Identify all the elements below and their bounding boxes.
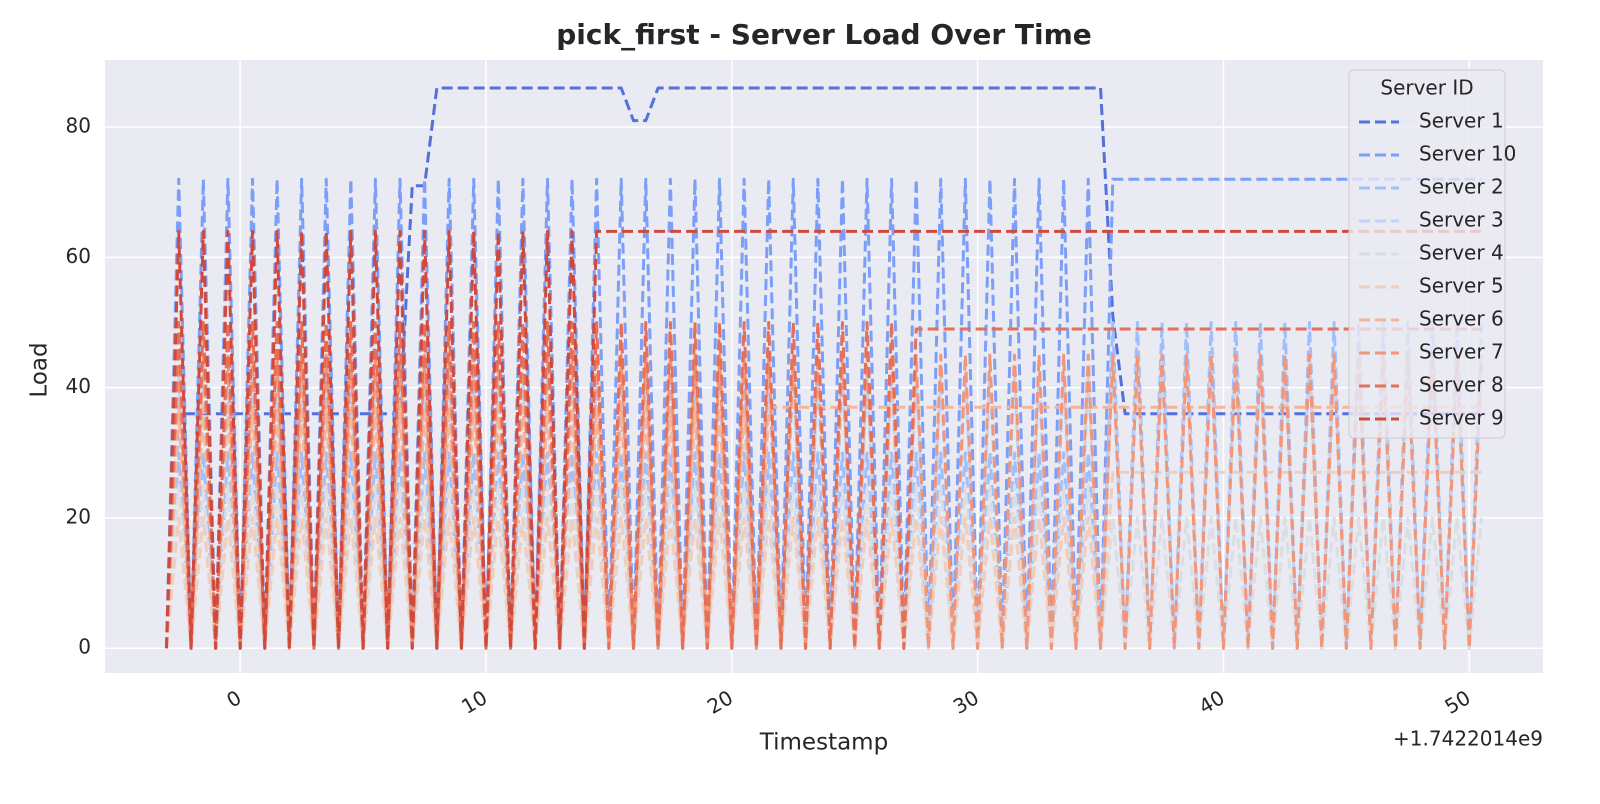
x-tick-label: 50 xyxy=(1440,685,1474,719)
y-tick-label: 40 xyxy=(66,374,91,398)
legend-label: Server 5 xyxy=(1419,274,1504,298)
y-tick-label: 20 xyxy=(66,504,91,528)
legend-label: Server 8 xyxy=(1419,373,1504,397)
legend-label: Server 7 xyxy=(1419,340,1504,364)
x-tick-label: 0 xyxy=(222,685,245,712)
legend-label: Server 2 xyxy=(1419,175,1504,199)
legend-title: Server ID xyxy=(1380,76,1473,100)
y-tick-label: 80 xyxy=(66,114,91,138)
series-line xyxy=(164,177,1482,650)
series-line xyxy=(164,229,1482,650)
legend-box xyxy=(1348,69,1506,439)
x-tick-label: 30 xyxy=(949,685,983,719)
x-axis-label: Timestamp xyxy=(759,730,888,756)
y-tick-label: 60 xyxy=(66,244,91,268)
series-line xyxy=(164,321,1482,650)
legend-label: Server 9 xyxy=(1419,406,1504,430)
series-line xyxy=(164,470,1482,650)
series-line xyxy=(164,86,1482,649)
legend-label: Server 3 xyxy=(1419,208,1504,232)
legend-label: Server 4 xyxy=(1419,241,1504,265)
x-tick-label: 40 xyxy=(1195,685,1229,719)
y-tick-label: 0 xyxy=(78,635,91,659)
x-tick-label: 10 xyxy=(457,685,491,719)
legend-label: Server 6 xyxy=(1419,307,1504,331)
x-tick-label: 20 xyxy=(703,685,737,719)
legend: Server ID Server 1 Server 10 Server 2 Serve… xyxy=(1348,69,1516,439)
lines xyxy=(164,86,1484,650)
y-axis-label: Load xyxy=(27,342,53,397)
x-offset-label: +1.7422014e9 xyxy=(1393,727,1543,751)
legend-label: Server 10 xyxy=(1419,142,1516,166)
legend-label: Server 1 xyxy=(1419,109,1504,133)
chart-title: pick_first - Server Load Over Time xyxy=(556,18,1092,51)
